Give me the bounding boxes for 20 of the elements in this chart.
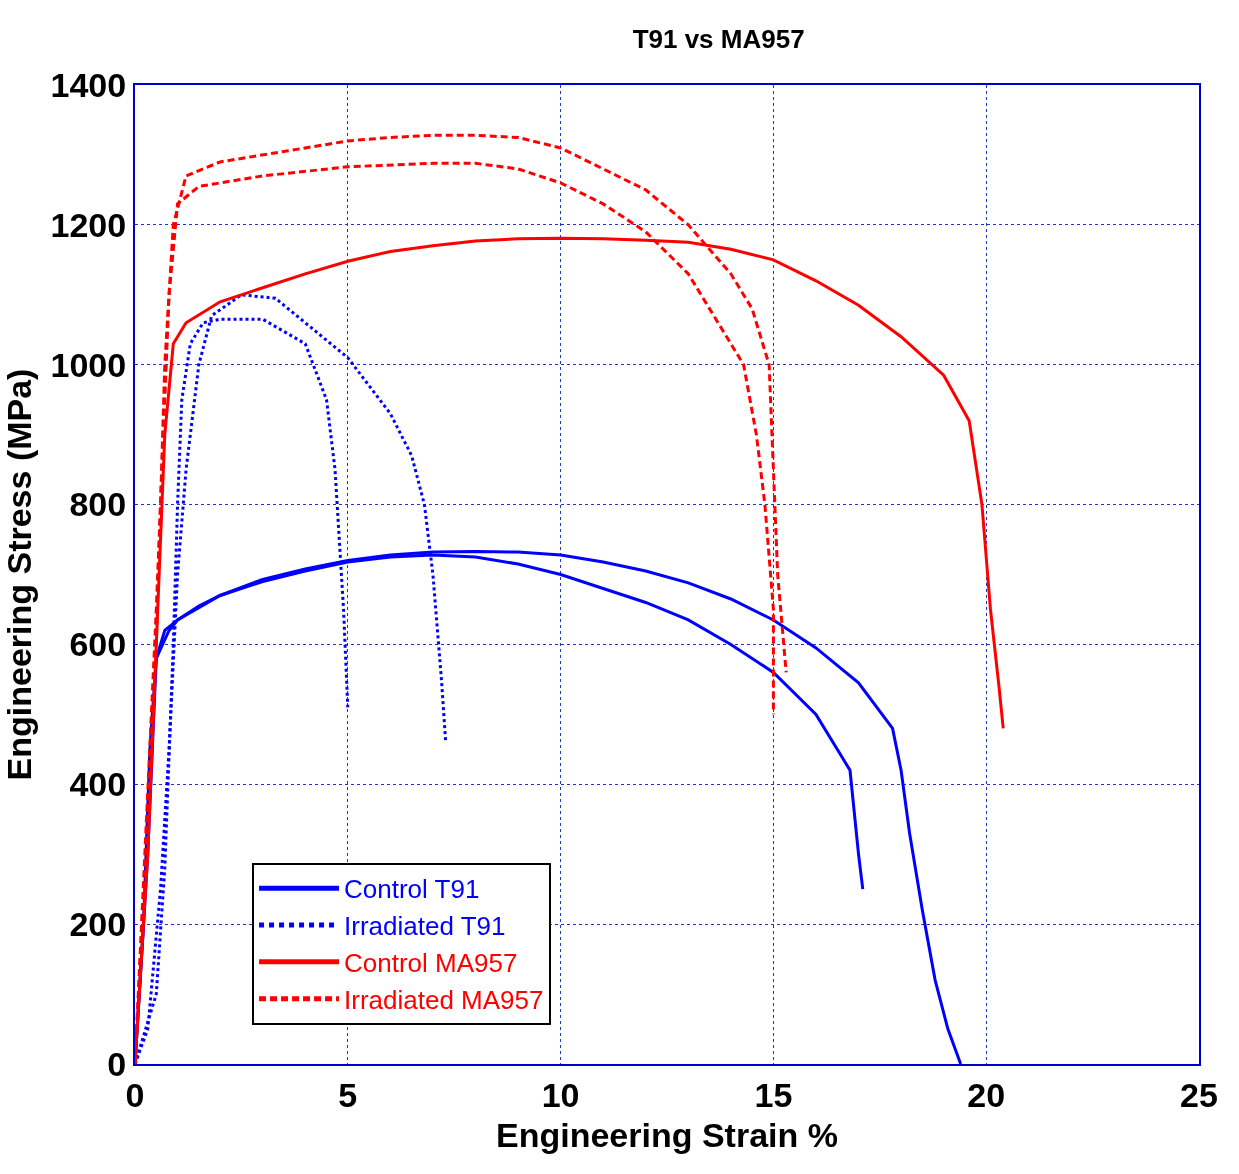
y-tick-label: 1400 bbox=[50, 65, 127, 104]
x-tick-label: 25 bbox=[1180, 1075, 1218, 1114]
legend-label: Irradiated MA957 bbox=[344, 984, 544, 1015]
chart-title: T91 vs MA957 bbox=[632, 23, 805, 54]
legend-label: Irradiated T91 bbox=[344, 911, 506, 942]
legend-label: Control MA957 bbox=[344, 947, 518, 978]
y-tick-label: 600 bbox=[69, 625, 127, 664]
y-tick-label: 400 bbox=[69, 765, 127, 804]
x-tick-label: 15 bbox=[754, 1075, 793, 1114]
y-tick-label: 0 bbox=[107, 1044, 127, 1083]
x-tick-label: 20 bbox=[967, 1075, 1006, 1114]
y-tick-label: 1000 bbox=[50, 345, 127, 384]
x-tick-label: 5 bbox=[338, 1075, 358, 1114]
y-tick-label: 1200 bbox=[50, 205, 127, 244]
legend-label: Control T91 bbox=[344, 874, 480, 905]
y-axis-title: Engineering Stress (MPa) bbox=[0, 368, 38, 781]
x-axis-title: Engineering Strain % bbox=[496, 1115, 838, 1154]
x-tick-label: 10 bbox=[541, 1075, 580, 1114]
y-tick-label: 800 bbox=[69, 485, 127, 524]
y-tick-label: 200 bbox=[69, 905, 127, 944]
